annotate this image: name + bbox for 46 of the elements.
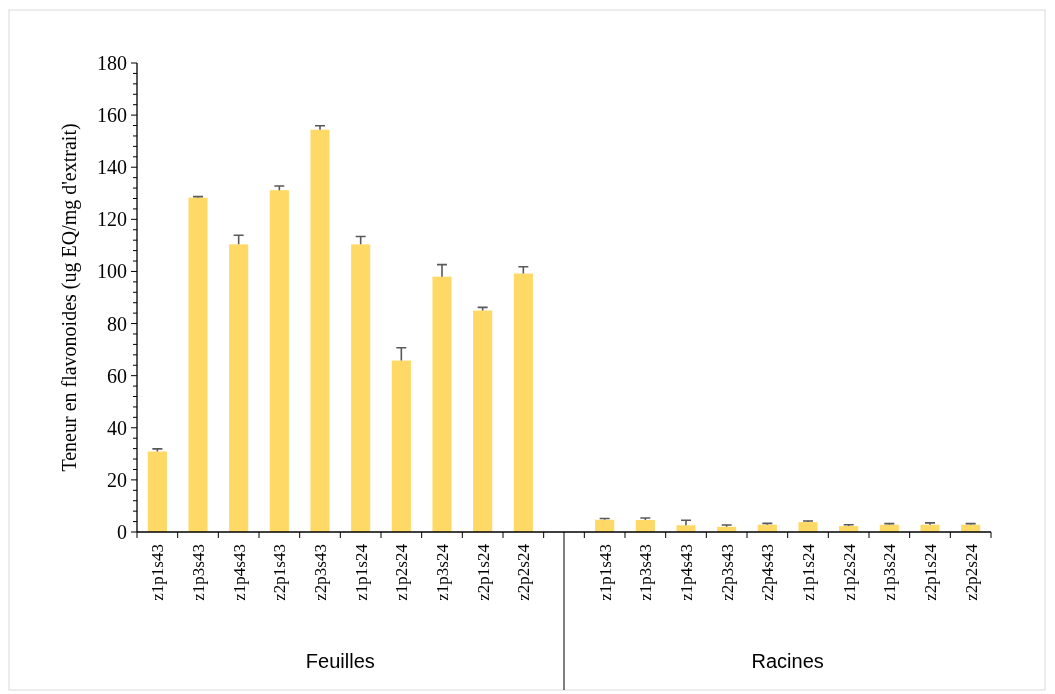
text: Feuilles [305, 650, 375, 672]
bar [391, 360, 411, 532]
y-tick-label: 100 [97, 260, 127, 283]
bar [676, 525, 696, 532]
y-tick-label: 160 [97, 104, 127, 127]
y-tick-label: 140 [97, 156, 127, 179]
x-tick-label: z1p1s24 [798, 543, 818, 601]
x-tick-label: z2p4s43 [758, 544, 778, 601]
x-tick-label: z1p1s43 [148, 544, 168, 601]
x-tick-label: z2p1s24 [920, 543, 940, 601]
y-tick-label: 80 [107, 312, 127, 335]
x-tick-label: z1p1s43 [595, 544, 615, 601]
bar [473, 310, 493, 532]
x-tick-label: z1p3s24 [432, 543, 452, 601]
x-tick-label: z1p2s24 [839, 543, 859, 601]
x-tick-label: z2p3s43 [717, 544, 737, 601]
bar [229, 244, 249, 532]
x-tick-label: z2p2s24 [514, 543, 534, 601]
bar [432, 276, 452, 532]
x-tick-label: z2p3s43 [310, 544, 330, 601]
x-tick-label: z2p1s43 [270, 544, 290, 601]
x-tick-label: z1p3s24 [880, 543, 900, 601]
text: Racines [751, 650, 824, 672]
y-tick-label: 40 [107, 416, 127, 439]
y-tick-label: 0 [117, 521, 127, 543]
x-tick-label: z1p3s43 [636, 544, 656, 601]
y-tick-label: 180 [97, 52, 127, 74]
bar [798, 522, 818, 532]
bar [269, 190, 289, 532]
y-tick-label: 60 [107, 364, 127, 387]
x-tick-label: z1p3s43 [188, 544, 208, 601]
x-tick-label: z2p1s24 [473, 543, 493, 601]
y-axis-title: Teneur en flavonoides (ug EQ/mg d'extrait) [58, 123, 81, 472]
bar [513, 273, 533, 532]
bar [188, 197, 208, 532]
bar [310, 129, 330, 532]
x-tick-label: z1p4s43 [676, 544, 696, 601]
bar [635, 520, 655, 532]
y-tick-label: 20 [107, 468, 127, 491]
y-tick-label: 120 [97, 208, 127, 231]
x-tick-label: z1p4s43 [229, 544, 249, 601]
x-tick-label: z2p2s24 [961, 543, 981, 601]
x-tick-label: z1p2s24 [392, 543, 412, 601]
bar [147, 451, 167, 532]
bar [351, 244, 371, 532]
x-tick-label: z1p1s24 [351, 543, 371, 601]
